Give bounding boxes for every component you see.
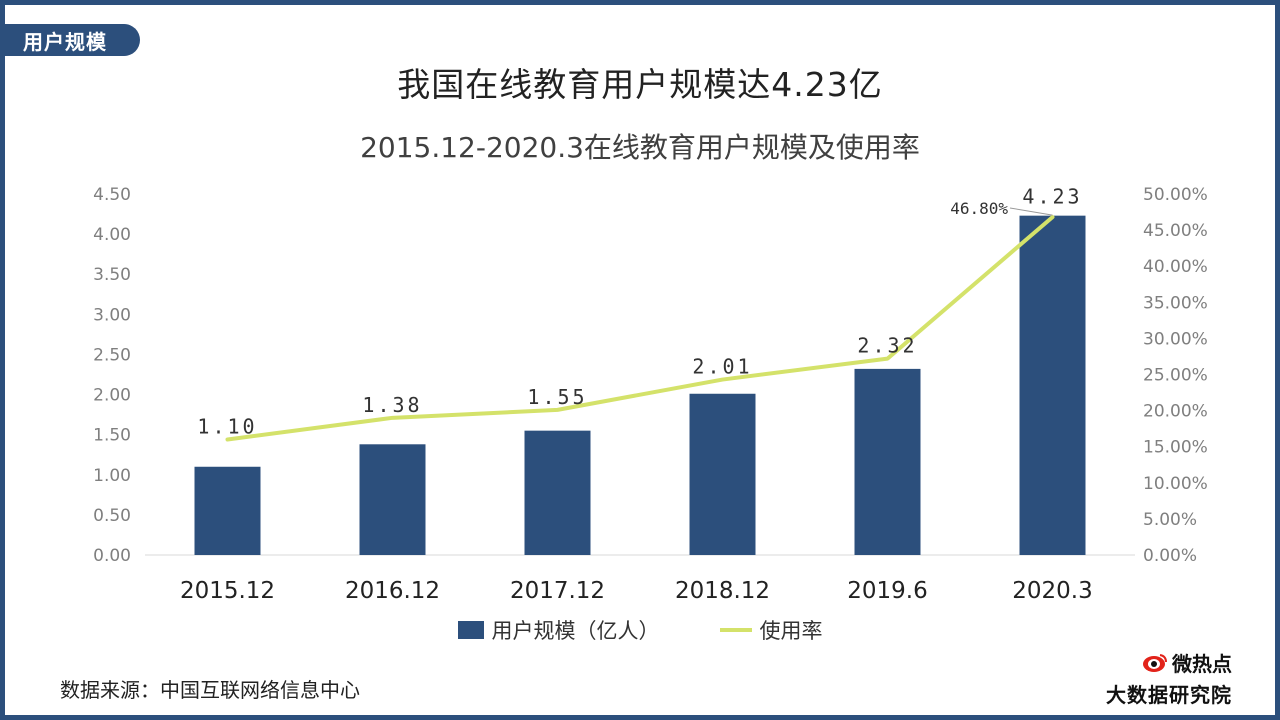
legend-label-rate: 使用率 — [759, 619, 823, 643]
legend-swatch-line — [719, 628, 752, 632]
rate-point — [227, 438, 228, 440]
y-left-tick-label: 0.50 — [93, 506, 131, 526]
x-tick-label: 2018.12 — [675, 578, 770, 604]
y-right-tick-label: 25.00% — [1143, 366, 1208, 386]
y-right-tick-label: 40.00% — [1143, 257, 1208, 277]
y-left-tick-label: 1.50 — [93, 426, 131, 446]
bar — [359, 444, 426, 555]
main-title: 我国在线教育用户规模达4.23亿 — [397, 65, 883, 104]
rate-point — [1052, 216, 1053, 218]
y-right-tick-label: 0.00% — [1143, 546, 1197, 566]
chart-title: 2015.12-2020.3在线教育用户规模及使用率 — [360, 131, 920, 164]
rate-point — [557, 409, 558, 411]
eye-logo-icon — [1143, 653, 1167, 672]
legend-swatch-bar — [457, 621, 484, 639]
logo-brand: 微热点 — [1172, 652, 1232, 676]
y-right-tick-label: 15.00% — [1143, 438, 1208, 458]
bar-data-label: 1.38 — [362, 393, 422, 417]
bar-data-label: 1.10 — [197, 414, 257, 438]
bar-data-label: 2.32 — [857, 334, 917, 358]
y-right-tick-label: 45.00% — [1143, 221, 1208, 241]
y-left-tick-label: 4.50 — [93, 185, 131, 205]
bar — [689, 393, 756, 555]
rate-data-label: 46.80% — [950, 199, 1008, 218]
bar — [524, 430, 591, 555]
y-right-tick-label: 10.00% — [1143, 474, 1208, 494]
y-left-tick-label: 0.00 — [93, 546, 131, 566]
legend-item-users: 用户规模（亿人） — [457, 615, 660, 645]
y-left-tick-label: 3.00 — [93, 305, 131, 325]
bar — [194, 466, 261, 555]
data-source-note: 数据来源：中国互联网络信息中心 — [60, 678, 360, 702]
y-right-tick-label: 35.00% — [1143, 293, 1208, 313]
bar — [1019, 215, 1086, 555]
y-right-tick-label: 5.00% — [1143, 510, 1197, 530]
weiredian-logo: 微热点 大数据研究院 — [1092, 648, 1232, 708]
rate-line — [225, 215, 1055, 442]
legend-item-rate: 使用率 — [719, 615, 823, 645]
logo-institute: 大数据研究院 — [1106, 683, 1232, 707]
x-tick-label: 2020.3 — [1012, 578, 1092, 604]
y-right-tick-label: 50.00% — [1143, 185, 1208, 205]
y-right-tick-label: 20.00% — [1143, 402, 1208, 422]
y-left-tick-label: 2.00 — [93, 386, 131, 406]
bar — [854, 368, 921, 555]
bar-data-label: 2.01 — [692, 355, 752, 379]
rate-label-leader — [1009, 207, 1053, 216]
legend-label-users: 用户规模（亿人） — [491, 619, 660, 643]
y-left-tick-label: 4.00 — [93, 225, 131, 245]
y-left-tick-label: 3.50 — [93, 265, 131, 285]
x-tick-label: 2017.12 — [510, 578, 605, 604]
rate-point — [722, 379, 723, 381]
y-right-tick-label: 30.00% — [1143, 329, 1208, 349]
rate-point — [392, 417, 393, 419]
rate-point — [887, 358, 888, 360]
section-tag: 用户规模 — [5, 24, 140, 56]
x-tick-label: 2019.6 — [847, 578, 927, 604]
y-left-tick-label: 1.00 — [93, 466, 131, 486]
bar-data-label: 1.55 — [527, 385, 587, 409]
chart-legend: 用户规模（亿人） 使用率 — [0, 615, 1280, 645]
bar-data-label: 4.23 — [1022, 185, 1082, 209]
y-left-tick-label: 2.50 — [93, 345, 131, 365]
x-tick-label: 2016.12 — [345, 578, 440, 604]
x-tick-label: 2015.12 — [180, 578, 275, 604]
